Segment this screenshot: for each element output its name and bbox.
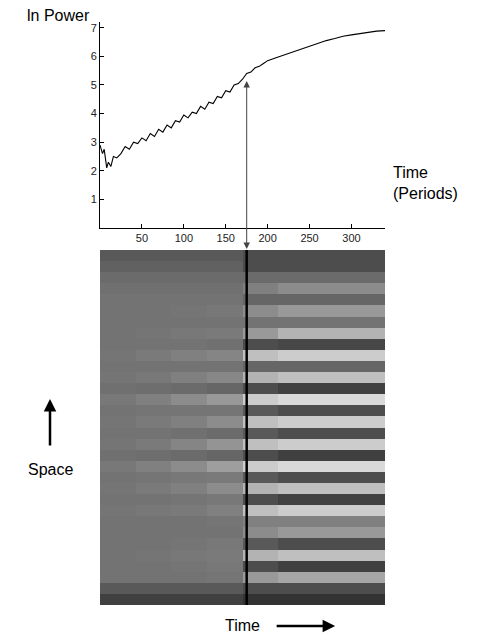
svg-text:Time(Periods): Time(Periods) — [393, 164, 458, 202]
svg-text:150: 150 — [217, 232, 235, 244]
svg-text:1: 1 — [91, 193, 97, 205]
svg-text:4: 4 — [91, 107, 97, 119]
svg-text:50: 50 — [136, 232, 148, 244]
svg-text:Space: Space — [28, 461, 73, 478]
svg-text:3: 3 — [91, 136, 97, 148]
svg-text:200: 200 — [258, 232, 276, 244]
svg-text:5: 5 — [91, 79, 97, 91]
svg-text:100: 100 — [175, 232, 193, 244]
svg-text:2: 2 — [91, 165, 97, 177]
svg-text:7: 7 — [91, 22, 97, 34]
svg-text:300: 300 — [342, 232, 360, 244]
svg-text:ln Power: ln Power — [27, 7, 90, 24]
svg-text:6: 6 — [91, 50, 97, 62]
svg-text:250: 250 — [300, 232, 318, 244]
svg-text:Time: Time — [225, 617, 260, 634]
